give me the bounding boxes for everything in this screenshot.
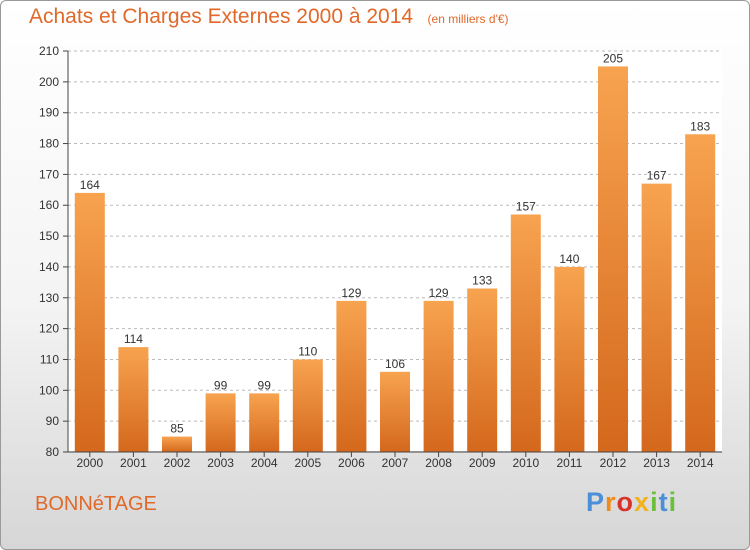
bar-value-label: 106 — [385, 357, 405, 371]
x-tick-label: 2005 — [294, 456, 321, 470]
bar-2014 — [685, 134, 716, 453]
bar-2013 — [641, 183, 672, 452]
bar-2002 — [162, 436, 192, 452]
y-tick-label: 80 — [46, 445, 60, 459]
x-tick-label: 2006 — [338, 456, 365, 470]
logo-letter: o — [616, 487, 635, 517]
y-axis-ticks: 80 90 100 110 120 130 140 150 160 170 180 190 200 210 — [39, 44, 68, 459]
bar-value-label: 114 — [124, 332, 143, 346]
bar-value-label: 129 — [429, 286, 449, 300]
commune-name: BONNéTAGE — [35, 493, 157, 515]
bar-2012 — [598, 66, 628, 452]
x-tick-label: 2003 — [207, 456, 234, 470]
y-tick-label: 210 — [39, 44, 59, 58]
proxiti-logo: Proxiti — [586, 487, 677, 518]
x-tick-label: 2004 — [251, 456, 278, 470]
bars-group: 164 114 85 99 99 110 129 106 129 133 157 140 205 167 1… — [74, 51, 716, 453]
bar-2010 — [510, 214, 541, 452]
bar-2007 — [380, 371, 410, 452]
x-tick-label: 2007 — [382, 456, 409, 470]
logo-letter: i — [668, 487, 678, 517]
y-tick-label: 110 — [40, 352, 59, 366]
bar-value-label: 99 — [214, 378, 228, 392]
y-tick-label: 180 — [39, 137, 59, 151]
bar-2008 — [423, 300, 454, 452]
x-tick-label: 2008 — [425, 456, 452, 470]
chart-title: Achats et Charges Externes 2000 à 2014 (… — [29, 5, 509, 37]
bar-value-label: 167 — [647, 169, 667, 183]
logo-letter: P — [586, 487, 606, 517]
y-tick-label: 190 — [39, 106, 59, 120]
bar-value-label: 99 — [258, 378, 272, 392]
bar-value-label: 183 — [690, 119, 710, 133]
bar-value-label: 85 — [170, 422, 184, 436]
x-tick-label: 2001 — [120, 456, 147, 470]
bar-value-label: 133 — [472, 274, 492, 288]
bar-value-label: 205 — [603, 51, 623, 65]
x-tick-label: 2000 — [76, 456, 103, 470]
y-tick-label: 170 — [39, 167, 59, 181]
x-tick-label: 2012 — [600, 456, 627, 470]
bar-value-label: 164 — [80, 178, 100, 192]
bar-2003 — [205, 393, 236, 452]
bar-2011 — [554, 266, 585, 452]
y-tick-label: 140 — [39, 260, 59, 274]
bar-value-label: 157 — [516, 199, 536, 213]
y-tick-label: 90 — [46, 414, 60, 428]
chart-unit-note: (en milliers d'€) — [427, 12, 509, 26]
logo-letter: r — [605, 487, 617, 517]
x-axis-ticks: 2000 2001 2002 2003 2004 2005 2006 2007 2008 2009… — [76, 452, 714, 470]
bar-value-label: 110 — [298, 344, 317, 358]
bar-2009 — [467, 288, 498, 452]
bar-value-label: 140 — [559, 252, 579, 266]
y-tick-label: 100 — [39, 383, 59, 397]
y-tick-label: 120 — [39, 322, 59, 336]
x-tick-label: 2002 — [164, 456, 191, 470]
x-tick-label: 2010 — [512, 456, 539, 470]
bar-2000 — [74, 192, 105, 452]
grid-lines — [68, 50, 722, 422]
bar-2004 — [249, 393, 280, 452]
logo-letter: i — [650, 487, 659, 517]
logo-letter: t — [658, 487, 669, 517]
y-tick-label: 160 — [39, 198, 59, 212]
x-tick-label: 2013 — [643, 456, 670, 470]
bar-2006 — [336, 300, 367, 452]
y-tick-label: 150 — [39, 229, 59, 243]
x-tick-label: 2014 — [687, 456, 714, 470]
bar-2005 — [292, 359, 323, 452]
x-tick-label: 2009 — [469, 456, 496, 470]
chart-title-text: Achats et Charges Externes 2000 à 2014 — [29, 5, 414, 28]
bar-2001 — [118, 347, 149, 452]
x-tick-label: 2011 — [556, 456, 582, 470]
bar-value-label: 129 — [341, 286, 361, 300]
y-tick-label: 130 — [39, 291, 59, 305]
y-tick-label: 200 — [39, 75, 59, 89]
logo-letter: x — [634, 487, 651, 517]
